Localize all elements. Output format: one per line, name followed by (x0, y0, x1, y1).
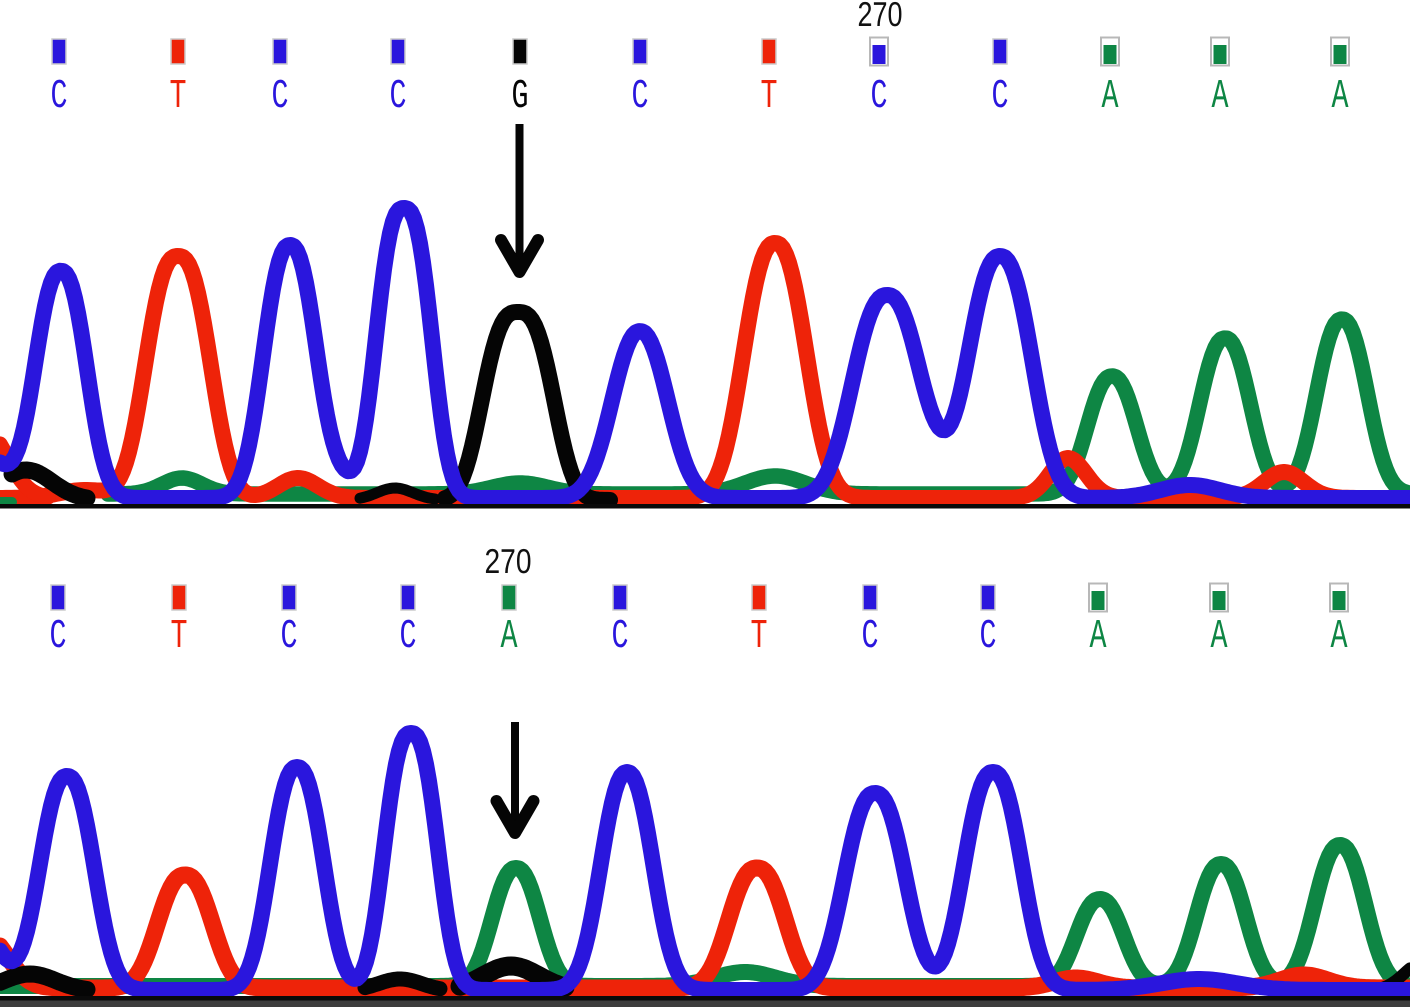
svg-text:C: C (390, 74, 407, 120)
svg-text:C: C (992, 74, 1009, 120)
svg-text:C: C (980, 614, 997, 660)
svg-text:C: C (51, 74, 68, 120)
svg-text:C: C (871, 74, 888, 120)
svg-text:C: C (281, 614, 298, 660)
svg-text:T: T (751, 614, 768, 660)
svg-text:A: A (1090, 614, 1107, 660)
svg-text:C: C (400, 614, 417, 660)
svg-text:C: C (272, 74, 289, 120)
svg-text:T: T (171, 614, 188, 660)
svg-text:A: A (1102, 74, 1119, 120)
svg-text:C: C (612, 614, 629, 660)
svg-text:270: 270 (485, 543, 532, 581)
svg-text:T: T (170, 74, 187, 120)
svg-text:T: T (761, 74, 778, 120)
svg-text:A: A (1332, 74, 1349, 120)
svg-text:G: G (512, 74, 529, 120)
svg-text:C: C (632, 74, 649, 120)
svg-text:A: A (1331, 614, 1348, 660)
svg-text:C: C (862, 614, 879, 660)
svg-text:A: A (501, 614, 518, 660)
svg-text:A: A (1212, 74, 1229, 120)
svg-text:A: A (1211, 614, 1228, 660)
svg-text:270: 270 (858, 0, 903, 34)
svg-text:C: C (50, 614, 67, 660)
